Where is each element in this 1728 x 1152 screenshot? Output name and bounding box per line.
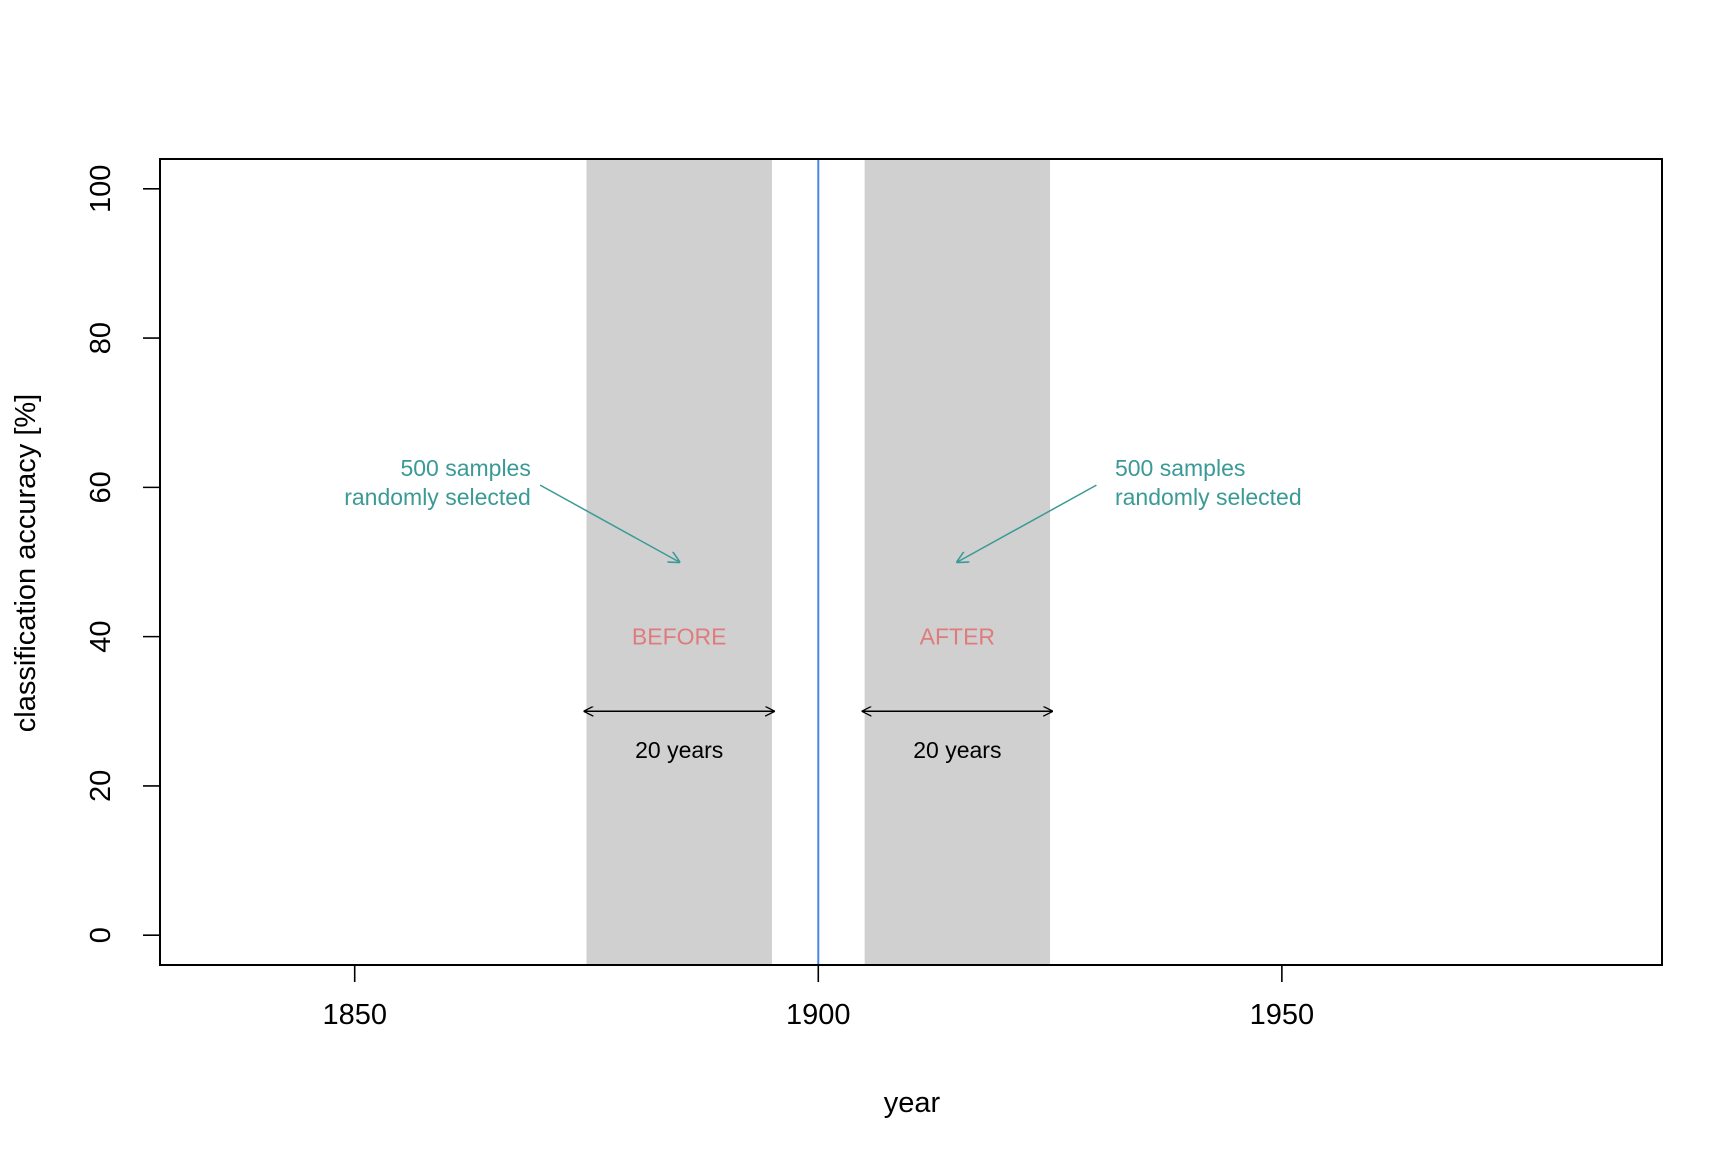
annotation-text: 500 samples randomly selected <box>344 455 531 510</box>
span-label: 20 years <box>913 737 1001 763</box>
region-label-before: BEFORE <box>632 624 727 650</box>
annotation-line: randomly selected <box>1115 484 1302 510</box>
annotation-line: randomly selected <box>344 484 531 510</box>
annotation-line: 500 samples <box>400 455 530 481</box>
annotation-text: 500 samples randomly selected <box>1115 455 1302 510</box>
x-tick-label: 1950 <box>1250 999 1315 1031</box>
annotations: BEFORE AFTER 20 years 20 years 500 samples ra… <box>344 455 1301 763</box>
annotation-arrow <box>957 484 1097 562</box>
x-axis-label: year <box>884 1087 941 1119</box>
y-tick-label: 100 <box>85 165 117 213</box>
y-tick-label: 0 <box>85 927 117 943</box>
x-tick-label: 1900 <box>786 999 851 1031</box>
x-tick-label: 1850 <box>322 999 387 1031</box>
y-tick-label: 20 <box>85 770 117 802</box>
plot-frame <box>159 158 1663 966</box>
y-axis-label: classification accuracy [%] <box>10 394 42 732</box>
annotation-arrow <box>539 484 679 562</box>
annotation-line: 500 samples <box>1115 455 1245 481</box>
y-tick-label: 80 <box>85 322 117 354</box>
span-label: 20 years <box>635 737 723 763</box>
y-tick-label: 60 <box>85 471 117 503</box>
axes: 1850 1900 1950 0 20 40 60 80 100 <box>85 158 1663 1031</box>
region-label-after: AFTER <box>920 624 995 650</box>
y-tick-label: 40 <box>85 620 117 652</box>
